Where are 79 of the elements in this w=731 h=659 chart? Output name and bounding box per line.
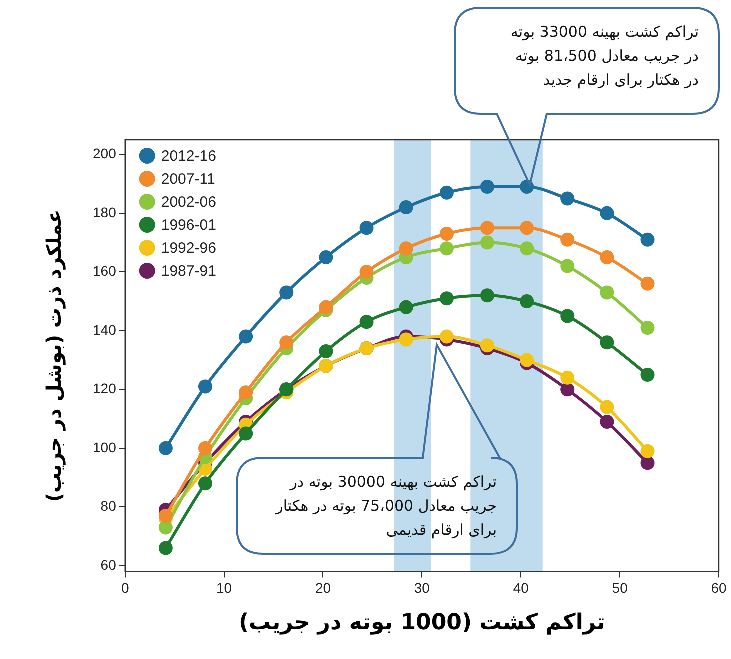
point: [560, 232, 575, 247]
x-tick-label: 30: [414, 580, 430, 596]
point: [480, 288, 494, 303]
point: [640, 456, 655, 470]
point: [560, 259, 575, 274]
legend-label: 2012-16: [161, 148, 216, 166]
point: [600, 336, 614, 350]
legend-label: 1992-96: [161, 240, 216, 258]
point: [399, 332, 414, 347]
point: [520, 242, 534, 256]
point: [319, 300, 334, 314]
point: [399, 200, 414, 215]
point: [399, 242, 414, 256]
point: [319, 344, 334, 358]
y-tick-label: 80: [100, 498, 117, 514]
point: [280, 286, 294, 300]
x-tick-label: 0: [121, 580, 130, 596]
point: [158, 508, 173, 523]
legend-label: 2007-11: [161, 171, 216, 188]
point: [239, 386, 254, 400]
x-axis-title: تراکم کشت (1000 بوته در جریب): [239, 610, 606, 636]
point: [158, 520, 173, 535]
point: [198, 476, 212, 491]
point: [440, 292, 454, 306]
point: [520, 221, 534, 236]
point: [158, 441, 173, 456]
point: [239, 426, 254, 441]
point: [640, 232, 655, 247]
point: [640, 320, 655, 335]
point: [520, 353, 534, 368]
point: [560, 382, 575, 397]
y-tick-label: 160: [93, 263, 117, 280]
x-tick-label: 50: [612, 580, 628, 596]
point: [640, 444, 655, 458]
point: [440, 242, 454, 256]
point: [480, 221, 494, 236]
x-tick-label: 10: [216, 580, 232, 596]
point: [440, 186, 454, 200]
legend-label: 1996-01: [161, 217, 216, 234]
point: [640, 276, 655, 291]
point: [520, 294, 534, 309]
point: [480, 236, 494, 250]
y-tick-label: 140: [93, 322, 117, 338]
y-tick-label: 200: [93, 146, 117, 162]
point: [560, 192, 575, 206]
point: [198, 441, 212, 456]
point: [600, 250, 614, 264]
legend-label: 2002-06: [161, 194, 216, 212]
point: [198, 380, 212, 394]
legend-label: 1987-91: [161, 263, 216, 280]
x-tick-label: 20: [315, 580, 332, 596]
y-tick-label: 180: [93, 204, 117, 220]
point: [600, 400, 614, 414]
y-axis-title: عملکرد ذرت (بوشل در جریب): [42, 210, 66, 502]
point: [600, 414, 614, 429]
y-tick-label: 100: [93, 439, 117, 456]
x-tick-label: 40: [513, 580, 530, 596]
point: [480, 338, 494, 353]
point: [399, 300, 414, 314]
point: [600, 206, 614, 220]
point: [239, 330, 254, 344]
point: [600, 286, 614, 300]
point: [360, 221, 374, 236]
point: [560, 370, 575, 385]
point: [360, 315, 374, 330]
point: [640, 368, 655, 382]
x-tick-label: 60: [711, 580, 727, 596]
point: [560, 309, 575, 324]
text: تراکم کشت بهینه 33000 بوته در جریب معادل 81،500 بوته در هکتار برای ارقام جدید: [510, 22, 699, 91]
point: [440, 227, 454, 241]
point: [440, 330, 454, 344]
point: [280, 336, 294, 350]
y-tick-label: 120: [93, 380, 117, 397]
point: [319, 250, 334, 264]
y-tick-label: 60: [100, 556, 117, 573]
point: [158, 541, 173, 556]
point: [480, 180, 494, 194]
annotation: تراکم کشت بهینه 30000 بوته در جریب معادل 75،000 بوته در هکتار برای ارقام قدیمی: [276, 472, 497, 541]
point: [360, 265, 374, 280]
